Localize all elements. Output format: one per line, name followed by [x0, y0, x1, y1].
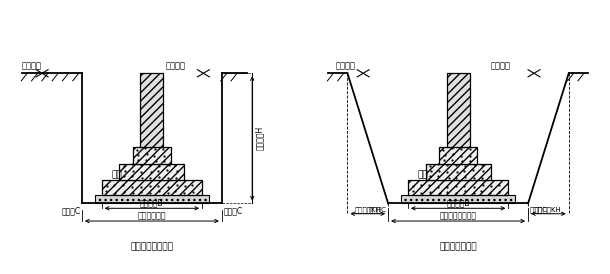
- Text: 室外地坪: 室外地坪: [336, 61, 356, 70]
- Bar: [140, 73, 163, 147]
- Text: 开挖深度H: 开挖深度H: [256, 126, 265, 150]
- Bar: [102, 180, 202, 195]
- Text: 工作面C: 工作面C: [368, 207, 387, 213]
- Text: 室内地坪: 室内地坪: [490, 61, 511, 70]
- Bar: [426, 164, 490, 180]
- Text: 工作面C: 工作面C: [223, 207, 242, 216]
- Text: 不放坡的基槽断面: 不放坡的基槽断面: [131, 242, 173, 251]
- Text: 室外地坪: 室外地坪: [22, 61, 41, 70]
- Text: 工作面C: 工作面C: [62, 207, 81, 216]
- Bar: [401, 195, 515, 203]
- Bar: [408, 180, 508, 195]
- Text: 基础宽度B: 基础宽度B: [447, 198, 470, 207]
- Text: 基础: 基础: [111, 170, 122, 179]
- Text: 基础: 基础: [417, 170, 428, 179]
- Text: 放坡宽度KH: 放坡宽度KH: [354, 206, 381, 213]
- Text: 基槽基底开挖宽度: 基槽基底开挖宽度: [440, 211, 476, 220]
- Text: 基础宽度B: 基础宽度B: [140, 198, 163, 207]
- Text: 放坡宽度KH: 放坡宽度KH: [535, 206, 562, 213]
- Bar: [439, 147, 477, 164]
- Text: 放坡的基槽断面: 放坡的基槽断面: [439, 242, 477, 251]
- Bar: [133, 147, 171, 164]
- Text: 室内地坪: 室内地坪: [165, 61, 185, 70]
- Bar: [447, 73, 470, 147]
- Text: 工作面C: 工作面C: [529, 207, 548, 213]
- Text: 基槽开挖宽度: 基槽开挖宽度: [138, 211, 166, 220]
- Bar: [120, 164, 184, 180]
- Bar: [95, 195, 209, 203]
